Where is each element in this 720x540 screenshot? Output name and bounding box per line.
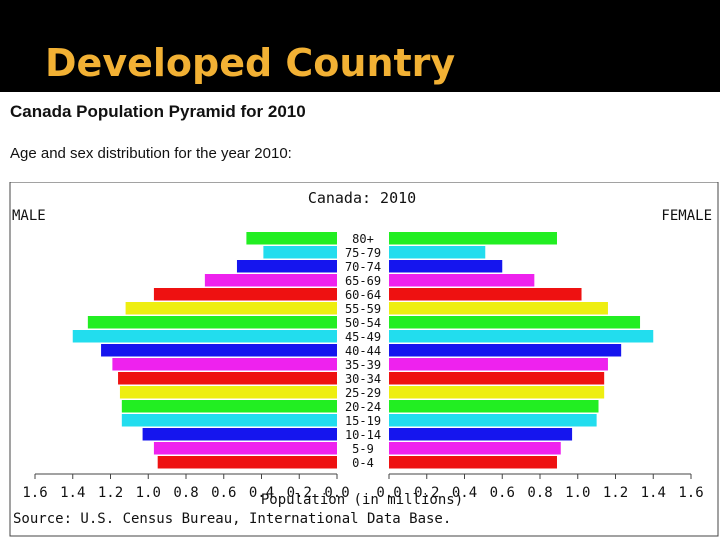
age-label-50-54: 50-54 [345, 316, 381, 330]
male-bar-65-69 [204, 274, 337, 287]
male-tick-label: 0.8 [173, 485, 198, 501]
x-axis: 1.6 1.4 1.2 1.0 0.8 0.6 0.4 0.2 0.0 0.0 0.2 0.4 0.6 0… [22, 473, 704, 501]
age-label-15-19: 15-19 [345, 414, 381, 428]
male-tick-label: 1.2 [98, 485, 123, 501]
female-tick-label: 0.8 [527, 485, 552, 501]
male-tick-label: 0.6 [211, 485, 236, 501]
age-label-60-64: 60-64 [345, 288, 381, 302]
female-label: FEMALE [661, 208, 712, 224]
female-tick-label: 1.2 [603, 485, 628, 501]
female-bar-65-69 [389, 274, 535, 287]
male-bar-45-49 [72, 330, 337, 343]
female-bar-35-39 [389, 358, 608, 371]
female-bar-80+ [389, 232, 557, 245]
female-bar-15-19 [389, 414, 597, 427]
female-tick-label: 0.6 [490, 485, 515, 501]
female-bar-40-44 [389, 344, 622, 357]
male-bar-60-64 [153, 288, 337, 301]
female-tick-label: 0.4 [452, 485, 477, 501]
male-bar-80+ [246, 232, 337, 245]
male-bar-25-29 [119, 386, 337, 399]
female-bar-30-34 [389, 372, 605, 385]
male-tick-label: 0.2 [287, 485, 312, 501]
male-tick-label: 1.0 [136, 485, 161, 501]
figure-heading: Canada Population Pyramid for 2010 [10, 102, 306, 121]
age-label-80+: 80+ [352, 232, 374, 246]
male-bar-70-74 [236, 260, 337, 273]
male-bar-5-9 [153, 442, 337, 455]
source-note: Source: U.S. Census Bureau, Internationa… [13, 511, 451, 527]
age-label-70-74: 70-74 [345, 260, 381, 274]
age-label-75-79: 75-79 [345, 246, 381, 260]
male-bar-30-34 [118, 372, 337, 385]
age-label-35-39: 35-39 [345, 358, 381, 372]
age-label-45-49: 45-49 [345, 330, 381, 344]
male-bar-55-59 [125, 302, 337, 315]
x-axis-title: Population (in millions) [261, 492, 463, 508]
age-label-20-24: 20-24 [345, 400, 381, 414]
female-bar-5-9 [389, 442, 561, 455]
age-label-10-14: 10-14 [345, 428, 381, 442]
male-tick-label: 1.6 [22, 485, 47, 501]
age-label-55-59: 55-59 [345, 302, 381, 316]
bars-group [72, 232, 654, 469]
female-tick-label: 1.0 [565, 485, 590, 501]
female-bar-10-14 [389, 428, 573, 441]
male-bar-75-79 [263, 246, 337, 259]
female-bar-45-49 [389, 330, 654, 343]
female-bar-55-59 [389, 302, 608, 315]
age-label-25-29: 25-29 [345, 386, 381, 400]
female-tick-label: 0.2 [414, 485, 439, 501]
age-label-65-69: 65-69 [345, 274, 381, 288]
female-tick-label: 0.0 [376, 485, 401, 501]
slide-title: Developed Country [45, 41, 456, 85]
male-tick-label: 1.4 [60, 485, 85, 501]
population-pyramid-chart: Canada: 2010 MALE FEMALE 80+75-7970-7465… [9, 182, 719, 537]
male-bar-40-44 [101, 344, 337, 357]
age-label-30-34: 30-34 [345, 372, 381, 386]
male-bar-10-14 [142, 428, 337, 441]
age-label-5-9: 5-9 [352, 442, 374, 456]
age-labels-group: 80+75-7970-7465-6960-6455-5950-5445-4940… [345, 232, 381, 470]
male-bar-50-54 [87, 316, 337, 329]
chart-title: Canada: 2010 [308, 189, 416, 207]
female-bar-75-79 [389, 246, 486, 259]
female-bar-60-64 [389, 288, 582, 301]
age-label-40-44: 40-44 [345, 344, 381, 358]
male-bar-20-24 [121, 400, 337, 413]
male-tick-label: 0.4 [249, 485, 274, 501]
female-bar-70-74 [389, 260, 503, 273]
female-bar-20-24 [389, 400, 599, 413]
female-bar-50-54 [389, 316, 641, 329]
male-tick-label: 0.0 [324, 485, 349, 501]
female-tick-label: 1.4 [641, 485, 666, 501]
female-bar-0-4 [389, 456, 557, 469]
male-label: MALE [12, 208, 46, 224]
female-tick-label: 1.6 [678, 485, 703, 501]
age-label-0-4: 0-4 [352, 456, 374, 470]
male-bar-35-39 [112, 358, 337, 371]
figure-panel: Canada Population Pyramid for 2010 Age a… [0, 92, 720, 540]
male-bar-15-19 [121, 414, 337, 427]
male-bar-0-4 [157, 456, 337, 469]
female-bar-25-29 [389, 386, 605, 399]
figure-subheading: Age and sex distribution for the year 20… [10, 145, 292, 162]
